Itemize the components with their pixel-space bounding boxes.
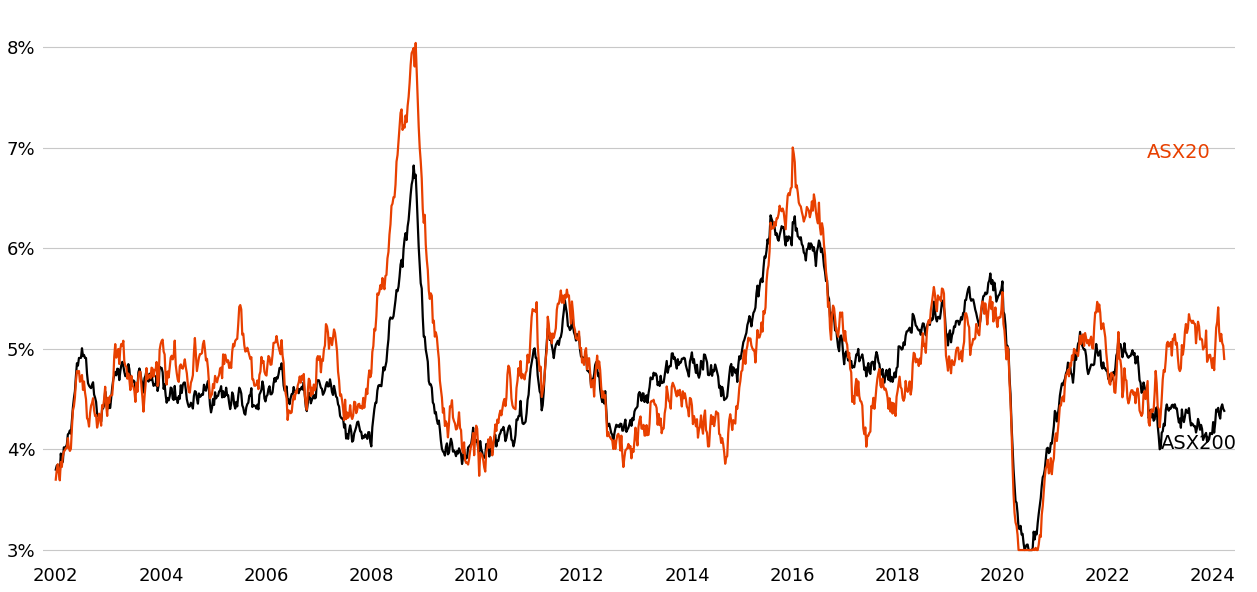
Text: ASX200: ASX200 xyxy=(1160,435,1237,453)
Text: ASX20: ASX20 xyxy=(1148,143,1210,162)
